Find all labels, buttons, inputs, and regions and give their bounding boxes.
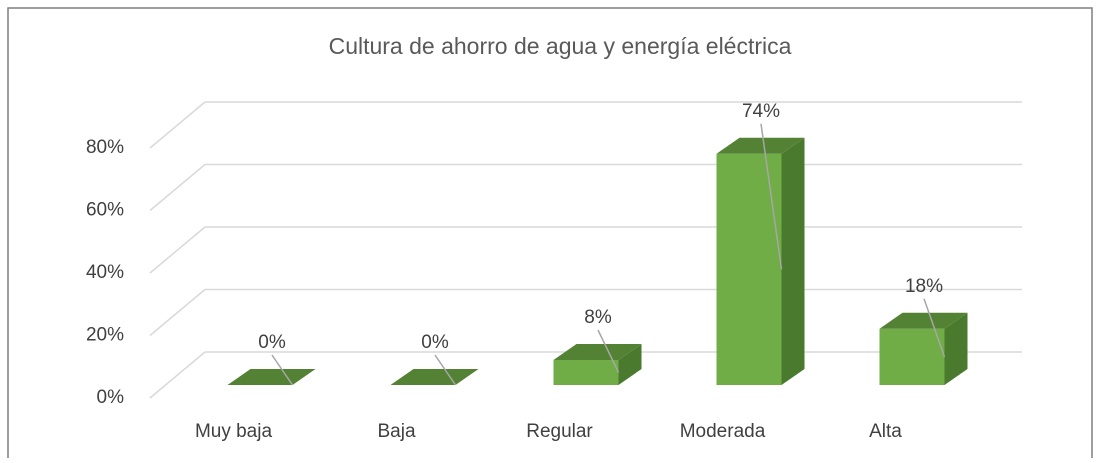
bar-side <box>618 344 642 385</box>
grid-line <box>149 101 206 149</box>
data-label: 18% <box>905 276 943 297</box>
x-tick-label: Baja <box>377 421 415 442</box>
y-tick-label: 20% <box>86 325 124 346</box>
chart-border <box>7 7 1093 458</box>
grid-line <box>149 163 206 212</box>
bar-front <box>879 328 945 385</box>
x-tick-label: Moderada <box>680 421 766 442</box>
bar-top <box>227 369 316 385</box>
bar-side <box>781 137 805 385</box>
y-tick-label: 40% <box>86 262 124 283</box>
bar-top <box>716 137 805 154</box>
bar-top <box>553 344 642 360</box>
data-label: 8% <box>584 307 612 328</box>
data-label: 0% <box>421 332 449 353</box>
data-label: 74% <box>742 101 780 122</box>
x-tick-label: Regular <box>526 421 593 442</box>
chart-title: Cultura de ahorro de agua y energía eléc… <box>329 33 792 59</box>
bar-top <box>390 369 479 385</box>
leader-line <box>271 354 294 386</box>
bar-side <box>944 312 968 385</box>
y-tick-label: 60% <box>86 200 124 221</box>
leader-line <box>760 123 783 270</box>
y-tick-label: 0% <box>97 387 125 408</box>
leader-line <box>434 354 457 386</box>
data-label: 0% <box>258 332 286 353</box>
x-tick-label: Muy baja <box>195 421 273 442</box>
leader-line <box>923 298 946 358</box>
grid-line <box>149 226 206 274</box>
y-tick-label: 80% <box>86 137 124 158</box>
grid-line <box>149 288 206 337</box>
bar-top <box>879 312 968 329</box>
leader-line <box>597 329 620 373</box>
bar-front <box>553 360 619 385</box>
bar-front <box>716 153 782 385</box>
x-tick-label: Alta <box>869 421 902 442</box>
grid-line <box>149 351 206 399</box>
